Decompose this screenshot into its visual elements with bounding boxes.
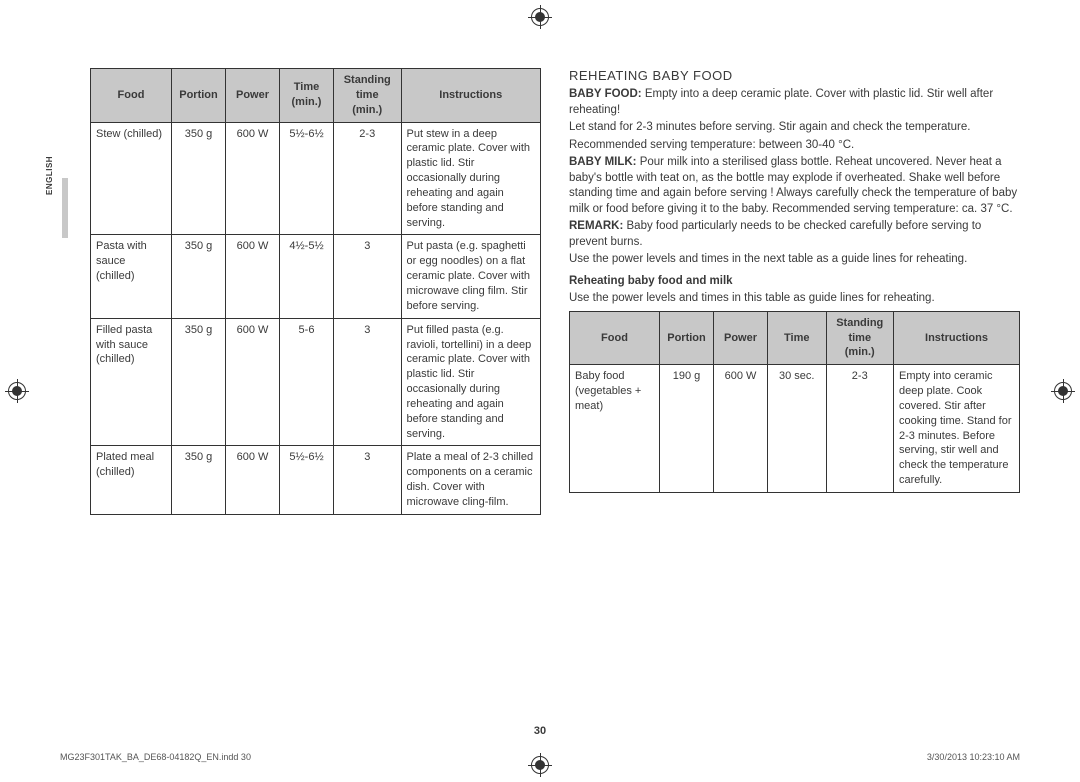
- reheating-table: Food Portion Power Time(min.) Standingti…: [90, 68, 541, 515]
- page-content: Food Portion Power Time(min.) Standingti…: [90, 68, 1020, 515]
- para-baby-food: BABY FOOD: Empty into a deep ceramic pla…: [569, 87, 1020, 118]
- th-power: Power: [226, 69, 280, 123]
- footer-timestamp: 3/30/2013 10:23:10 AM: [927, 752, 1020, 762]
- th-standing: Standingtime(min.): [334, 69, 402, 123]
- th-instructions: Instructions: [401, 69, 541, 123]
- language-tab: ENGLISH: [45, 156, 54, 195]
- table-row: Pasta with sauce (chilled) 350 g 600 W 4…: [91, 235, 541, 318]
- th-portion: Portion: [660, 311, 714, 365]
- subhead: Reheating baby food and milk: [569, 274, 1020, 290]
- left-column: Food Portion Power Time(min.) Standingti…: [90, 68, 541, 515]
- language-tab-bar: [62, 178, 68, 238]
- th-time: Time(min.): [280, 69, 334, 123]
- para-baby-milk: BABY MILK: Pour milk into a sterilised g…: [569, 155, 1020, 217]
- para-temp: Recommended serving temperature: between…: [569, 138, 1020, 154]
- para-guide: Use the power levels and times in the ne…: [569, 252, 1020, 268]
- th-standing: Standingtime(min.): [826, 311, 894, 365]
- table-row: Baby food (vegetables + meat) 190 g 600 …: [570, 365, 1020, 493]
- table-header-row: Food Portion Power Time(min.) Standingti…: [91, 69, 541, 123]
- th-instructions: Instructions: [894, 311, 1020, 365]
- para-remark: REMARK: Baby food particularly needs to …: [569, 219, 1020, 250]
- table-body: Stew (chilled) 350 g 600 W 5½-6½ 2-3 Put…: [91, 122, 541, 514]
- subtext: Use the power levels and times in this t…: [569, 291, 1020, 307]
- table-row: Filled pasta with sauce (chilled) 350 g …: [91, 318, 541, 446]
- table-header-row: Food Portion Power Time Standingtime(min…: [570, 311, 1020, 365]
- crop-mark-right: [1054, 382, 1072, 400]
- para-stand: Let stand for 2-3 minutes before serving…: [569, 120, 1020, 136]
- footer-filename: MG23F301TAK_BA_DE68-04182Q_EN.indd 30: [60, 752, 251, 762]
- crop-mark-left: [8, 382, 26, 400]
- crop-mark-top: [531, 8, 549, 26]
- page-number: 30: [534, 725, 546, 737]
- section-title: REHEATING BABY FOOD: [569, 68, 1020, 83]
- th-food: Food: [91, 69, 172, 123]
- baby-food-table: Food Portion Power Time Standingtime(min…: [569, 311, 1020, 493]
- crop-mark-bottom: [531, 756, 549, 774]
- table-row: Stew (chilled) 350 g 600 W 5½-6½ 2-3 Put…: [91, 122, 541, 235]
- th-power: Power: [714, 311, 768, 365]
- table-row: Plated meal (chilled) 350 g 600 W 5½-6½ …: [91, 446, 541, 514]
- th-portion: Portion: [172, 69, 226, 123]
- th-time: Time: [768, 311, 827, 365]
- right-column: REHEATING BABY FOOD BABY FOOD: Empty int…: [569, 68, 1020, 515]
- th-food: Food: [570, 311, 660, 365]
